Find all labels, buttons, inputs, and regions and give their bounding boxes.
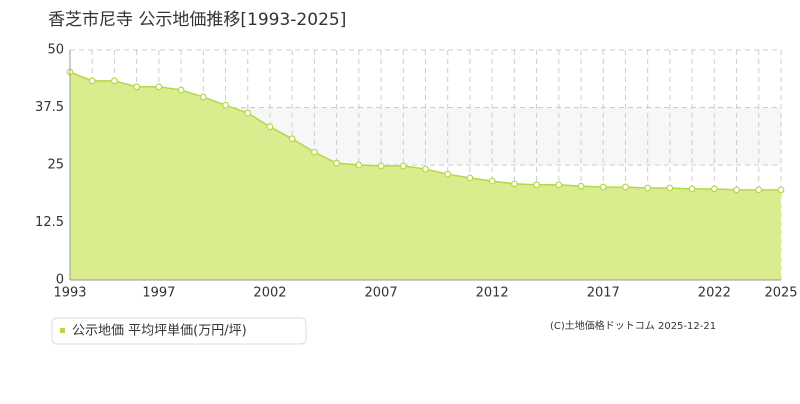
x-tick-label: 1993 [53, 286, 86, 301]
legend-marker [60, 328, 65, 333]
point [444, 170, 452, 178]
point [88, 77, 96, 85]
point [755, 186, 763, 194]
point [555, 181, 563, 189]
point [466, 174, 474, 182]
point [733, 186, 740, 194]
point [311, 148, 318, 156]
x-tick-label: 2012 [476, 286, 509, 301]
x-tick-label: 2007 [365, 286, 398, 301]
point [266, 123, 274, 131]
point [222, 101, 229, 109]
point [133, 83, 141, 91]
y-tick-label: 50 [47, 43, 64, 58]
legend-label: 公示地価 平均坪単価(万円/坪) [72, 323, 247, 339]
point [288, 135, 296, 143]
x-tick-label: 1997 [142, 286, 175, 301]
point [688, 185, 696, 193]
point [577, 182, 585, 190]
y-tick-label: 0 [56, 273, 64, 288]
point [422, 165, 429, 173]
point [599, 183, 607, 191]
area [70, 72, 781, 280]
x-tick-label: 2002 [253, 286, 286, 301]
point [399, 162, 407, 170]
point [177, 86, 185, 94]
point [155, 83, 163, 91]
point [622, 183, 629, 191]
point [333, 159, 341, 167]
point [533, 181, 540, 189]
point [710, 185, 718, 193]
point [777, 186, 785, 194]
point [355, 161, 363, 169]
y-tick-label: 25 [47, 158, 64, 173]
y-tick-label: 37.5 [35, 100, 64, 115]
chart-title: 香芝市尼寺 公示地価推移[1993-2025] [48, 10, 346, 30]
point [510, 180, 518, 188]
legend-box [51, 317, 307, 345]
point [377, 162, 385, 170]
x-tick-label: 2017 [587, 286, 620, 301]
point [199, 93, 207, 101]
x-tick-label: 2025 [764, 286, 797, 301]
point [244, 109, 252, 117]
point [666, 184, 674, 192]
point [644, 184, 652, 192]
point [111, 77, 118, 85]
y-tick-label: 12.5 [35, 215, 64, 230]
x-tick-label: 2022 [698, 286, 731, 301]
source-note: (C)土地価格ドットコム 2025-12-21 [550, 319, 716, 332]
point [488, 177, 496, 185]
